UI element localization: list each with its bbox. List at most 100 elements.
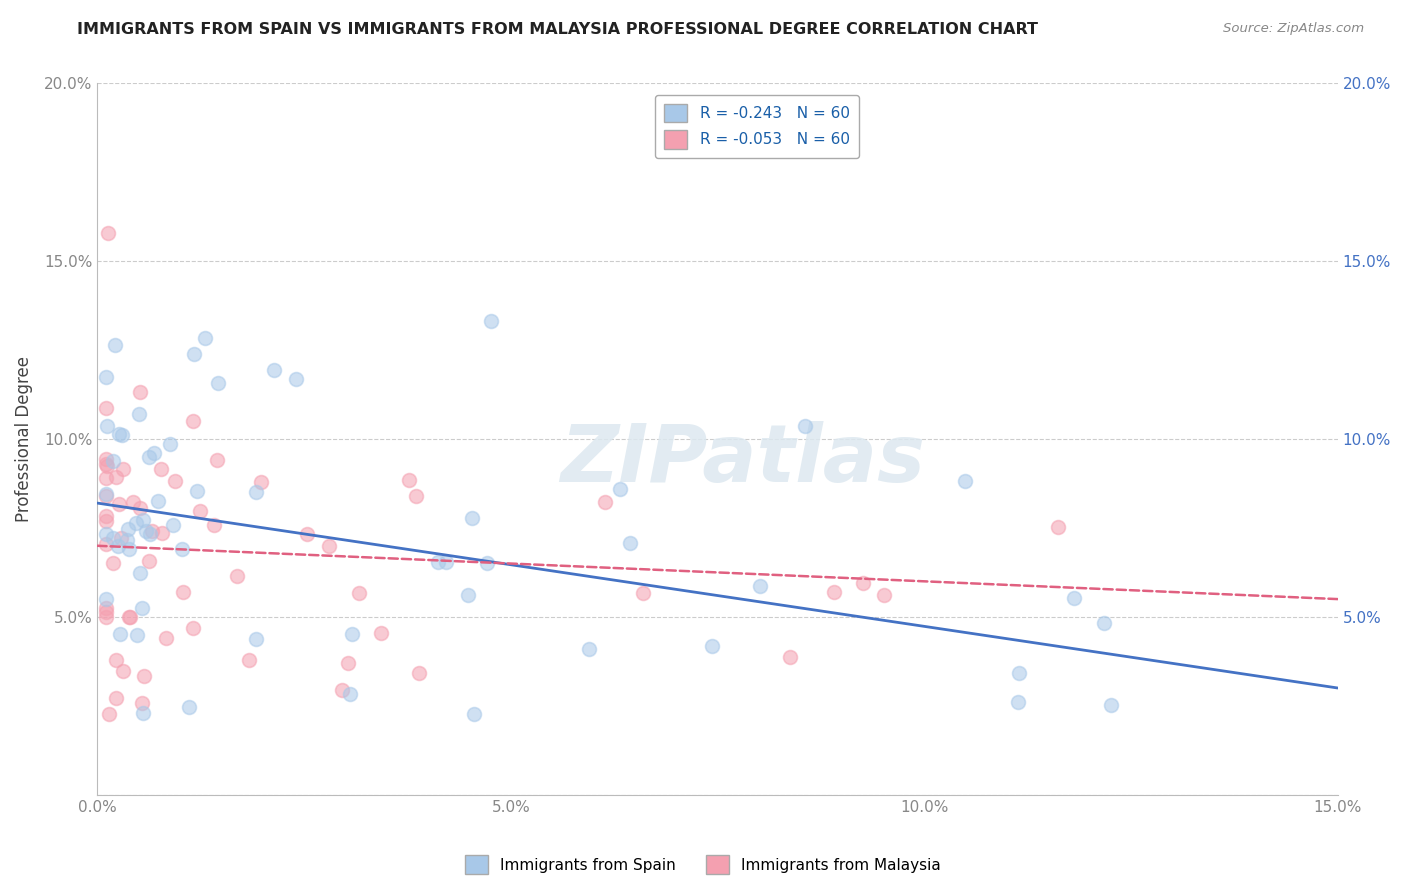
Point (94, 600, 117, 615)
Legend: R = -0.243   N = 60, R = -0.053   N = 60: R = -0.243 N = 60, R = -0.053 N = 60 (655, 95, 859, 158)
Point (186, 484, 208, 499)
Point (94, 451, 117, 466)
Point (129, 501, 152, 516)
Point (793, 419, 815, 434)
Point (94, 457, 117, 471)
Point (477, 556, 499, 570)
Point (205, 453, 228, 467)
Point (104, 691, 127, 706)
Point (202, 518, 225, 533)
Point (94, 592, 117, 607)
Point (104, 338, 127, 352)
Point (479, 314, 502, 328)
Point (112, 461, 135, 475)
Point (398, 473, 420, 487)
Point (108, 497, 131, 511)
Point (139, 526, 162, 541)
Point (96, 419, 118, 434)
Point (94, 486, 117, 500)
Point (96, 458, 118, 473)
Point (94, 610, 117, 624)
Point (163, 474, 186, 488)
Point (245, 632, 267, 646)
Point (250, 475, 273, 489)
Point (141, 524, 163, 538)
Text: Source: ZipAtlas.com: Source: ZipAtlas.com (1223, 22, 1364, 36)
Point (408, 665, 430, 680)
Point (284, 372, 307, 386)
Point (1046, 520, 1069, 534)
Point (121, 494, 143, 508)
Point (142, 446, 165, 460)
Point (124, 516, 146, 530)
Point (1099, 698, 1122, 712)
Point (1007, 696, 1029, 710)
Point (97, 226, 120, 240)
Point (779, 649, 801, 664)
Point (146, 493, 169, 508)
Legend: Immigrants from Spain, Immigrants from Malaysia: Immigrants from Spain, Immigrants from M… (458, 849, 948, 880)
Point (128, 407, 150, 421)
Point (107, 427, 129, 442)
Point (181, 621, 204, 635)
Point (108, 627, 131, 641)
Point (94, 514, 117, 528)
Point (159, 437, 181, 451)
Point (748, 579, 770, 593)
Point (619, 536, 641, 550)
Point (118, 541, 141, 556)
Point (103, 531, 125, 545)
Point (347, 586, 370, 600)
Point (339, 687, 361, 701)
Point (702, 639, 724, 653)
Point (188, 504, 211, 518)
Point (436, 555, 458, 569)
Point (207, 376, 229, 390)
Point (426, 556, 449, 570)
Point (97, 706, 120, 721)
Point (953, 475, 976, 489)
Point (118, 609, 141, 624)
Point (226, 569, 249, 583)
Point (94, 537, 117, 551)
Point (172, 585, 194, 599)
Point (852, 575, 875, 590)
Point (155, 631, 177, 645)
Point (631, 586, 654, 600)
Point (337, 657, 360, 671)
Point (112, 664, 135, 678)
Point (94, 527, 117, 541)
Point (609, 482, 631, 496)
Y-axis label: Professional Degree: Professional Degree (15, 356, 32, 522)
Point (127, 628, 149, 642)
Point (318, 539, 340, 553)
Point (238, 653, 260, 667)
Point (245, 484, 267, 499)
Point (457, 588, 479, 602)
Point (330, 682, 353, 697)
Point (94, 471, 117, 485)
Point (578, 642, 600, 657)
Text: ZIPatlas: ZIPatlas (560, 421, 925, 500)
Point (463, 706, 485, 721)
Point (111, 428, 134, 442)
Point (1092, 615, 1115, 630)
Point (129, 385, 152, 400)
Point (150, 525, 173, 540)
Point (183, 347, 205, 361)
Point (101, 454, 124, 468)
Point (1008, 665, 1031, 680)
Point (461, 510, 484, 524)
Point (107, 539, 129, 553)
Point (138, 554, 160, 568)
Point (110, 532, 132, 546)
Point (194, 331, 217, 345)
Point (135, 524, 157, 538)
Point (138, 450, 160, 465)
Point (1063, 591, 1085, 606)
Point (94, 401, 117, 415)
Point (132, 668, 155, 682)
Point (118, 610, 141, 624)
Point (132, 513, 155, 527)
Point (823, 585, 845, 599)
